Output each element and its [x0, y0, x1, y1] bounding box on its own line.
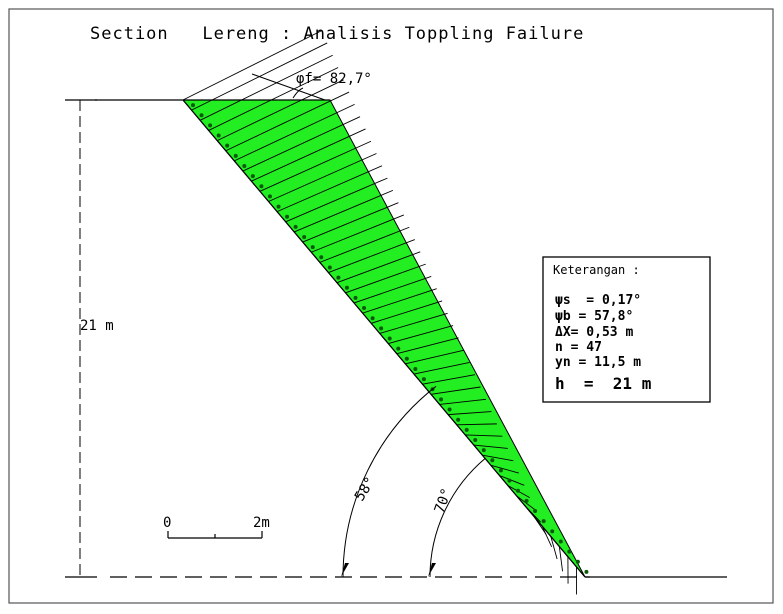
block-contact-dot	[396, 347, 400, 351]
block-contact-dot	[294, 225, 298, 229]
legend-line-psi-s: ψs = 0,17°	[555, 293, 641, 308]
arc70-arrowhead	[428, 563, 436, 577]
legend-line-n: n = 47	[555, 340, 602, 355]
angle-70-label: 70°	[432, 486, 456, 515]
block-contact-dot	[482, 448, 486, 452]
block-contact-dot	[439, 397, 443, 401]
diagram-title: Section Lereng : Analisis Toppling Failu…	[90, 24, 584, 44]
block-contact-dot	[542, 519, 546, 523]
block-contact-dot	[456, 418, 460, 422]
block-contact-dot	[353, 296, 357, 300]
block-contact-dot	[200, 113, 204, 117]
legend-line-yn: yn = 11,5 m	[555, 355, 641, 370]
block-contact-dot	[584, 570, 588, 574]
block-contact-dot	[319, 255, 323, 259]
block-contact-dot	[259, 184, 263, 188]
block-contact-dot	[550, 529, 554, 533]
block-contact-dot	[311, 245, 315, 249]
block-contact-dot	[371, 316, 375, 320]
block-contact-dot	[422, 377, 426, 381]
block-contact-dot	[490, 458, 494, 462]
legend-line-h: h = 21 m	[555, 374, 652, 393]
block-contact-dot	[285, 215, 289, 219]
block-contact-dot	[277, 205, 281, 209]
angle-arc-70	[430, 458, 485, 577]
block-contact-dot	[242, 164, 246, 168]
block-contact-dot	[208, 123, 212, 127]
legend-heading: Keterangan :	[553, 263, 640, 277]
block-contact-dot	[525, 499, 529, 503]
height-label: 21 m	[80, 318, 114, 334]
friction-angle-label: φf= 82,7°	[296, 71, 372, 87]
block-contact-dot	[251, 174, 255, 178]
block-contact-dot	[405, 357, 409, 361]
scale-two-label: 2m	[253, 515, 270, 531]
block-contact-dot	[217, 134, 221, 138]
block-contact-dot	[507, 479, 511, 483]
block-contact-dot	[499, 468, 503, 472]
block-contact-dot	[388, 337, 392, 341]
block-contact-dot	[559, 539, 563, 543]
block-contact-dot	[533, 509, 537, 513]
block-contact-dot	[234, 154, 238, 158]
block-contact-dot	[362, 306, 366, 310]
legend-line-psi-b: ψb = 57,8°	[555, 309, 633, 324]
angle-arc-58	[343, 386, 436, 577]
block-contact-dot	[567, 550, 571, 554]
block-contact-dot	[448, 408, 452, 412]
block-contact-dot	[516, 489, 520, 493]
block-contact-dot	[473, 438, 477, 442]
block-contact-dot	[336, 276, 340, 280]
block-contact-dot	[225, 144, 229, 148]
toppling-blocks	[183, 31, 588, 595]
block-contact-dot	[413, 367, 417, 371]
legend-line-delta-x: ΔX= 0,53 m	[555, 325, 633, 340]
slope-face-line	[183, 100, 585, 577]
arc58-arrowhead	[341, 563, 349, 577]
block-contact-dot	[328, 265, 332, 269]
block-contact-dot	[191, 103, 195, 107]
block-contact-dot	[379, 326, 383, 330]
block-contact-dot	[268, 194, 272, 198]
block-contact-dot	[465, 428, 469, 432]
scale-zero-label: 0	[163, 515, 171, 531]
block-contact-dot	[345, 286, 349, 290]
block-contact-dot	[302, 235, 306, 239]
block-contact-dot	[576, 560, 580, 564]
